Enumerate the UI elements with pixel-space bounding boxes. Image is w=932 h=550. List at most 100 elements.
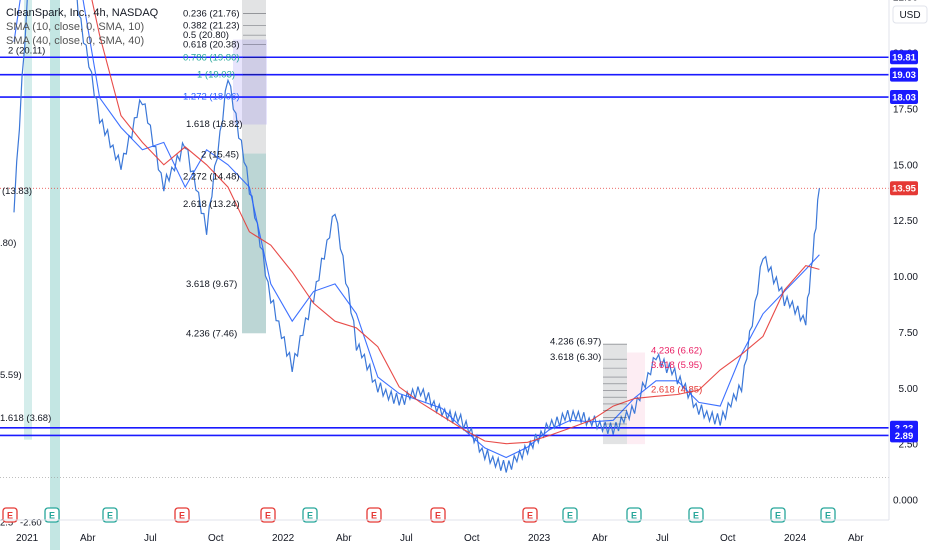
fib-level-label: 0.786 (19.80) xyxy=(183,52,240,63)
x-tick-label: Abr xyxy=(80,533,96,544)
event-marker-icon xyxy=(102,507,118,523)
fib-level-label: 3.618 (6.30) xyxy=(550,352,601,363)
x-tick-label: Abr xyxy=(848,533,864,544)
fib-zone xyxy=(50,0,60,550)
x-tick-label: Abr xyxy=(336,533,352,544)
x-tick-label: 2022 xyxy=(272,533,295,544)
sma-10-line xyxy=(13,0,820,459)
symbol-title[interactable]: CleanSpark, Inc., 4h, NASDAQ xyxy=(6,7,159,19)
sma-40-line xyxy=(91,0,820,445)
event-marker-icon xyxy=(688,507,704,523)
horizontal-levels xyxy=(0,56,889,478)
x-tick-label: Jul xyxy=(144,533,157,544)
y-tick-label: 5.00 xyxy=(899,384,919,395)
fib-level-label: 1.272 (18.06) xyxy=(183,91,240,102)
event-marker-letter: E xyxy=(49,511,55,521)
event-marker-letter: E xyxy=(527,511,533,521)
event-marker-letter: E xyxy=(371,511,377,521)
event-marker-icon xyxy=(174,507,190,523)
price-tag-label: 18.03 xyxy=(892,93,916,104)
fib-level-label: 2.618 (4.85) xyxy=(651,384,702,395)
fib-level-label: -2.60 xyxy=(20,517,42,528)
fib-zone xyxy=(233,39,267,125)
fib-level-label: 3.618 (9.67) xyxy=(186,279,237,290)
fib-level-label: 2 (15.45) xyxy=(201,150,239,161)
fib-level-label: 2 (20.11) xyxy=(8,46,45,57)
event-marker-letter: E xyxy=(775,511,781,521)
fib-level-label: 2.5 xyxy=(0,517,13,528)
sma-10-legend[interactable]: SMA (10, close, 0, SMA, 10) xyxy=(6,21,145,33)
y-tick-label: 15.00 xyxy=(893,160,918,171)
event-marker-letter: E xyxy=(265,511,271,521)
y-tick-label: 7.50 xyxy=(899,328,919,339)
event-marker-letter: E xyxy=(107,511,113,521)
event-marker-letter: E xyxy=(693,511,699,521)
fib-labels: 0 (22.61) 0.236 (21.76)0.382 (21.23)0.5 (… xyxy=(0,0,702,528)
fib-zones xyxy=(24,0,645,550)
price-tag xyxy=(890,428,918,443)
price-tag xyxy=(890,50,918,65)
event-marker-icon xyxy=(2,507,18,523)
x-tick-label: Oct xyxy=(208,533,224,544)
chart-legend: CleanSpark, Inc., 4h, NASDAQ SMA (10, cl… xyxy=(6,6,158,48)
event-marker-letter: E xyxy=(179,511,185,521)
event-marker-icon xyxy=(626,507,642,523)
price-series xyxy=(13,0,820,473)
event-marker-icon xyxy=(366,507,382,523)
fib-level-label: 0.5 (20.80) xyxy=(183,30,229,41)
x-tick-label: Jul xyxy=(400,533,413,544)
y-tick-label: 22.50 xyxy=(893,0,918,4)
price-tag-label: 19.03 xyxy=(892,70,916,81)
price-tag xyxy=(890,67,918,82)
y-tick-label: 0.000 xyxy=(893,496,918,507)
y-tick-label: 2.50 xyxy=(899,440,919,451)
fib-level-label: 0.618 (20.38) xyxy=(183,40,240,51)
event-marker-icon xyxy=(770,507,786,523)
fib-level-label: 1.618 (16.82) xyxy=(186,119,243,130)
fib-level-label: 2.618 (13.24) xyxy=(183,199,240,210)
fib-level-label: 2.272 (14.48) xyxy=(183,171,240,182)
y-tick-label: 10.00 xyxy=(893,272,918,283)
event-marker-letter: E xyxy=(825,511,831,521)
currency-badge[interactable] xyxy=(892,5,928,24)
event-marker-icon xyxy=(44,507,60,523)
fib-zone xyxy=(24,0,32,440)
event-marker-letter: E xyxy=(567,511,573,521)
y-tick-label: 12.50 xyxy=(893,216,918,227)
fib-level-label: 0.382 (21.23) xyxy=(183,21,240,32)
fib-level-label: 4.236 (7.46) xyxy=(186,328,237,339)
event-marker-letter: E xyxy=(7,511,13,521)
price-tag-label: 13.95 xyxy=(892,184,916,195)
sma-40-legend[interactable]: SMA (40, close, 0, SMA, 40) xyxy=(6,35,145,47)
time-axis[interactable]: 2021 Abr Jul Oct 2022 Abr Jul Oct 2023 Abr Jul Oct 2… xyxy=(16,533,864,544)
x-tick-label: 2021 xyxy=(16,533,39,544)
fib-level-label: (13.83) xyxy=(2,186,32,197)
fib-level-label: 0.236 (21.76) xyxy=(183,9,240,20)
x-tick-label: Abr xyxy=(592,533,608,544)
fib-level-label: 0 (22.61) xyxy=(200,0,238,1)
fib-level-label: 4.236 (6.62) xyxy=(651,345,702,356)
fib-level-label: 3.618 (5.95) xyxy=(651,360,702,371)
price-tag-label: 19.81 xyxy=(892,53,916,64)
x-tick-label: Oct xyxy=(720,533,736,544)
price-tag xyxy=(890,90,918,105)
currency-label: USD xyxy=(899,10,920,21)
event-marker-letter: E xyxy=(631,511,637,521)
event-marker-icon xyxy=(820,507,836,523)
price-tag-label: 2.89 xyxy=(895,431,914,442)
y-tick-label: 17.50 xyxy=(893,104,918,115)
x-tick-label: Jul xyxy=(656,533,669,544)
event-marker-icon xyxy=(562,507,578,523)
event-marker-icon xyxy=(430,507,446,523)
event-marker-icon xyxy=(522,507,538,523)
fib-level-label: 1 (19.03) xyxy=(197,70,235,81)
x-tick-label: 2023 xyxy=(528,533,551,544)
fib-level-label: 1.618 (3.68) xyxy=(0,413,51,424)
event-marker-icon xyxy=(260,507,276,523)
event-marker-letter: E xyxy=(435,511,441,521)
event-marker-letter: E xyxy=(307,511,313,521)
x-tick-label: Oct xyxy=(464,533,480,544)
